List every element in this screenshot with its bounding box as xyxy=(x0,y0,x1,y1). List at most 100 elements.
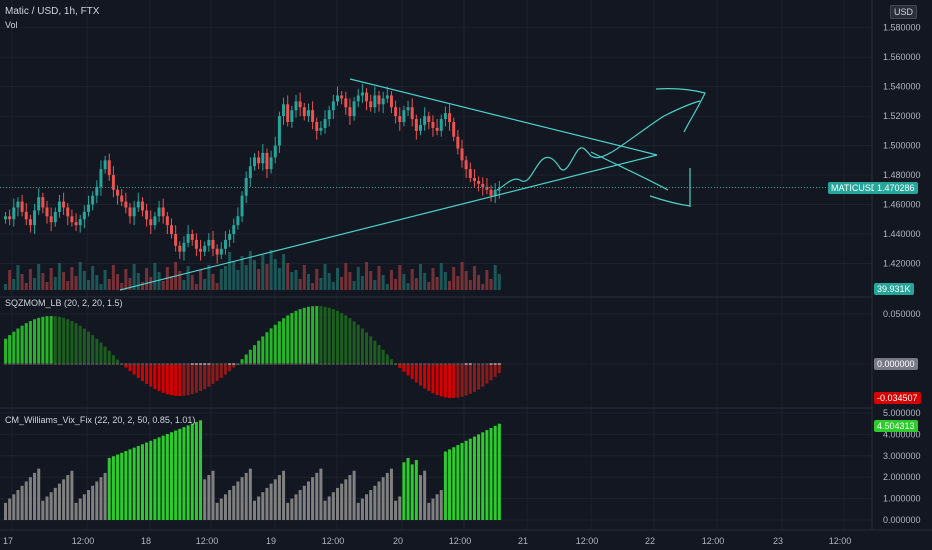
sqz-bar xyxy=(398,364,402,368)
sqz-bar xyxy=(28,321,32,364)
volume-bar xyxy=(103,270,107,290)
sqz-bar xyxy=(116,359,120,364)
volume-bar xyxy=(277,268,281,290)
sqz-bar xyxy=(352,321,356,364)
wvf-bar xyxy=(128,449,132,520)
candle-body xyxy=(178,245,182,252)
candle-body xyxy=(277,116,281,146)
wvf-bar xyxy=(12,494,16,520)
volume-bar xyxy=(398,265,402,290)
currency-badge[interactable]: USD xyxy=(890,5,918,19)
wvf-bar xyxy=(136,445,140,520)
wvf-tick-label: 4.000000 xyxy=(883,429,921,439)
wvf-bar xyxy=(319,468,323,520)
sqz-bar xyxy=(45,316,49,364)
squeeze-momentum-histogram xyxy=(4,306,501,398)
user-drawings[interactable] xyxy=(119,78,706,291)
price-tick-label: 1.460000 xyxy=(883,200,921,210)
sqzmom-title[interactable]: SQZMOM_LB (20, 2, 20, 1.5) xyxy=(5,298,123,308)
candle-body xyxy=(236,216,240,226)
wvf-bar xyxy=(311,477,315,520)
support-bracket[interactable] xyxy=(649,168,691,207)
wvf-tick-label: 1.000000 xyxy=(883,494,921,504)
sqzmom-low-tag: -0.034507 xyxy=(874,392,921,404)
volume-bar xyxy=(356,267,360,290)
wvf-bar xyxy=(240,477,244,520)
sqz-bar xyxy=(369,336,373,364)
wvf-bar xyxy=(211,470,215,520)
sqz-bar xyxy=(269,328,273,364)
triangle-upper-trendline[interactable] xyxy=(349,78,658,156)
price-tick-label: 1.580000 xyxy=(883,23,921,33)
projected-wave-path[interactable] xyxy=(496,100,701,191)
sqz-bar xyxy=(178,364,182,396)
wvf-tick-label: 3.000000 xyxy=(883,451,921,461)
wvf-bar xyxy=(111,456,115,520)
candle-body xyxy=(398,116,402,122)
candle-body xyxy=(306,110,310,117)
time-tick-label: 12:00 xyxy=(829,536,852,546)
sqz-bar xyxy=(443,364,447,398)
time-tick-label: 19 xyxy=(266,536,276,546)
volume-bar xyxy=(62,272,66,290)
candle-body xyxy=(269,157,273,170)
wvf-title[interactable]: CM_Williams_Vix_Fix (22, 20, 2, 50, 0.85… xyxy=(5,415,196,425)
sqz-bar xyxy=(240,359,244,364)
wvf-bar xyxy=(306,481,310,520)
triangle-lower-trendline[interactable] xyxy=(119,154,658,291)
wvf-bar xyxy=(28,477,32,520)
wvf-bar xyxy=(37,468,41,520)
sqz-bar xyxy=(464,364,468,396)
wvf-bar xyxy=(402,462,406,520)
candle-body xyxy=(468,169,472,178)
sqz-bar xyxy=(87,331,90,364)
wvf-bar xyxy=(360,498,364,520)
time-axis[interactable]: 17 12:00 18 12:00 19 12:00 20 12:00 21 12:00 22 12:… xyxy=(3,536,851,546)
volume-bar xyxy=(145,268,149,290)
volume-bar xyxy=(240,256,244,290)
candle-body xyxy=(298,101,302,108)
candle-body xyxy=(53,211,57,223)
sqz-bar xyxy=(199,364,203,392)
projected-down-path[interactable] xyxy=(590,151,669,191)
projection-arrowhead[interactable] xyxy=(655,88,706,133)
candle-body xyxy=(311,110,315,122)
candle-body xyxy=(369,101,373,108)
wvf-bar xyxy=(103,472,107,520)
wvf-bar xyxy=(427,502,431,520)
volume-bar xyxy=(481,284,485,290)
volume-bar xyxy=(124,269,128,290)
candle-body xyxy=(257,157,261,164)
sqz-bar xyxy=(331,309,335,364)
volume-bar xyxy=(423,273,427,290)
symbol-title[interactable]: Matic / USD, 1h, FTX xyxy=(5,6,100,17)
candle-body xyxy=(116,189,120,196)
wvf-bar xyxy=(78,498,82,520)
time-tick-label: 12:00 xyxy=(449,536,472,546)
wvf-bar xyxy=(315,472,319,520)
candle-body xyxy=(82,211,86,220)
candle-body xyxy=(261,152,265,164)
wvf-bar xyxy=(410,464,414,520)
wvf-bar xyxy=(493,425,497,520)
sqz-bar xyxy=(348,318,352,364)
sqz-bar xyxy=(439,364,443,397)
wvf-bar xyxy=(265,487,269,520)
volume-bar xyxy=(178,271,182,290)
price-axis[interactable]: 1.580000 1.560000 1.540000 1.520000 1.500000… xyxy=(883,23,921,525)
wvf-bar xyxy=(419,475,422,520)
wvf-bar xyxy=(481,432,485,520)
volume-bar xyxy=(472,266,476,290)
volume-label[interactable]: Vol xyxy=(5,20,18,30)
volume-bar xyxy=(261,255,265,290)
candle-body xyxy=(207,239,211,246)
wvf-bar xyxy=(116,454,120,520)
candle-body xyxy=(140,201,144,211)
sqz-bar xyxy=(91,335,95,364)
volume-bar xyxy=(443,272,447,290)
candle-body xyxy=(402,110,406,122)
sqz-bar xyxy=(423,364,427,389)
wvf-bar xyxy=(448,449,452,520)
